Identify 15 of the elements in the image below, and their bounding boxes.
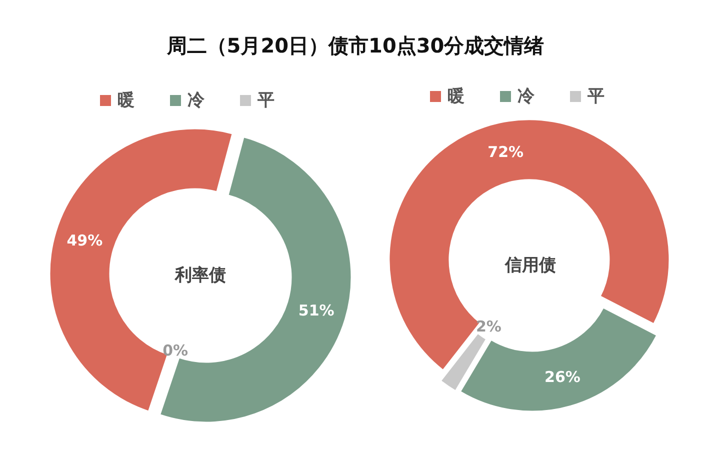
chart-title: 周二（5月20日）债市10点30分成交情绪 (166, 34, 544, 58)
data-label: 72% (488, 143, 524, 162)
data-label: 2% (476, 318, 502, 336)
data-label: 49% (66, 232, 103, 250)
text: 信用债 (504, 256, 556, 276)
data-label: 51% (298, 301, 334, 320)
legend-label: 冷 (518, 86, 536, 106)
text: 0% (162, 341, 188, 360)
legend-label: 暖 (448, 86, 464, 106)
legend-label: 平 (586, 86, 604, 106)
text: 利率债 (174, 266, 226, 286)
data-label: 26% (544, 368, 580, 386)
legend-label: 暖 (118, 90, 134, 110)
legend-label: 冷 (188, 90, 206, 110)
legend-label: 平 (256, 90, 274, 110)
